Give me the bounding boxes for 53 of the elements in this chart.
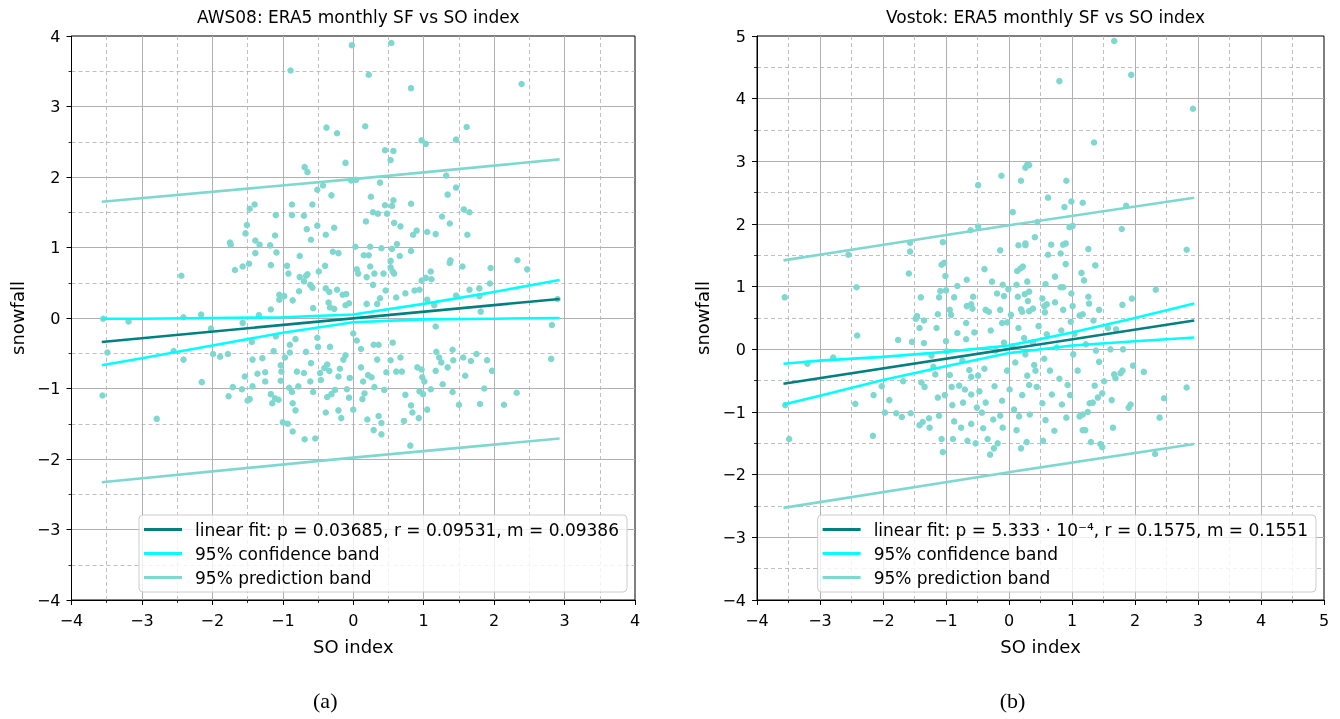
x-tick-label: 4 <box>629 610 641 630</box>
x-tick-label: 0 <box>1003 610 1015 630</box>
x-tick-label: 2 <box>1129 610 1141 630</box>
x-axis-title: SO index <box>312 635 394 657</box>
x-tick-label: 1 <box>418 610 429 630</box>
x-tick-label: 4 <box>1255 610 1267 630</box>
legend-label: 95% prediction band <box>873 567 1051 588</box>
y-tick-label: 0 <box>735 339 746 359</box>
text: (b) <box>999 687 1026 713</box>
y-tick-label: −3 <box>36 520 61 539</box>
y-tick-label: −2 <box>722 465 746 485</box>
y-tick-label: 1 <box>50 238 61 257</box>
legend-label: linear fit: p = 0.03685, r = 0.09531, m = 0.09386 <box>195 519 620 540</box>
x-tick-label: −2 <box>200 610 225 630</box>
x-tick-label: −1 <box>934 610 958 630</box>
y-tick-label: 5 <box>735 26 746 46</box>
y-axis-title: snowfall <box>6 281 28 355</box>
y-tick-label: −4 <box>722 590 746 610</box>
y-tick-label: −1 <box>36 379 61 398</box>
chart-title: Vostok: ERA5 monthly SF vs SO index <box>885 6 1206 27</box>
y-tick-label: 4 <box>50 26 61 46</box>
x-tick-label: −3 <box>130 610 154 630</box>
x-axis-title: SO index <box>1000 635 1082 657</box>
y-tick-label: 2 <box>735 214 746 234</box>
x-tick-label: 5 <box>1318 610 1330 630</box>
legend-label: linear fit: p = 5.333 · 10⁻⁴, r = 0.1575, m = 0.1551 <box>873 519 1308 540</box>
y-tick-label: −3 <box>722 527 746 547</box>
y-tick-label: 3 <box>50 97 61 116</box>
x-tick-label: 3 <box>559 610 570 630</box>
chart-title: AWS08: ERA5 monthly SF vs SO index <box>196 6 520 27</box>
x-tick-label: −2 <box>871 610 895 630</box>
line-series <box>100 278 561 321</box>
x-tick-label: 0 <box>348 610 359 630</box>
line-series <box>782 302 1196 366</box>
x-tick-label: −1 <box>271 610 295 630</box>
y-tick-label: 4 <box>735 89 746 109</box>
x-tick-label: −3 <box>808 610 832 630</box>
text: (a) <box>313 687 338 713</box>
legend-label: 95% prediction band <box>195 567 372 588</box>
x-tick-label: 2 <box>489 610 500 630</box>
y-tick-label: 3 <box>735 151 746 171</box>
y-tick-label: −1 <box>722 402 746 422</box>
y-tick-label: −2 <box>36 449 61 469</box>
y-tick-label: 0 <box>50 308 61 328</box>
y-axis-title: snowfall <box>692 281 714 355</box>
x-tick-label: 1 <box>1066 610 1078 630</box>
y-tick-label: 1 <box>735 277 746 297</box>
legend-label: 95% confidence band <box>873 543 1059 564</box>
x-tick-label: 3 <box>1192 610 1204 630</box>
y-tick-label: 2 <box>50 167 61 187</box>
y-tick-label: −4 <box>36 590 61 610</box>
legend-label: 95% confidence band <box>195 543 380 564</box>
line-series <box>100 316 561 367</box>
